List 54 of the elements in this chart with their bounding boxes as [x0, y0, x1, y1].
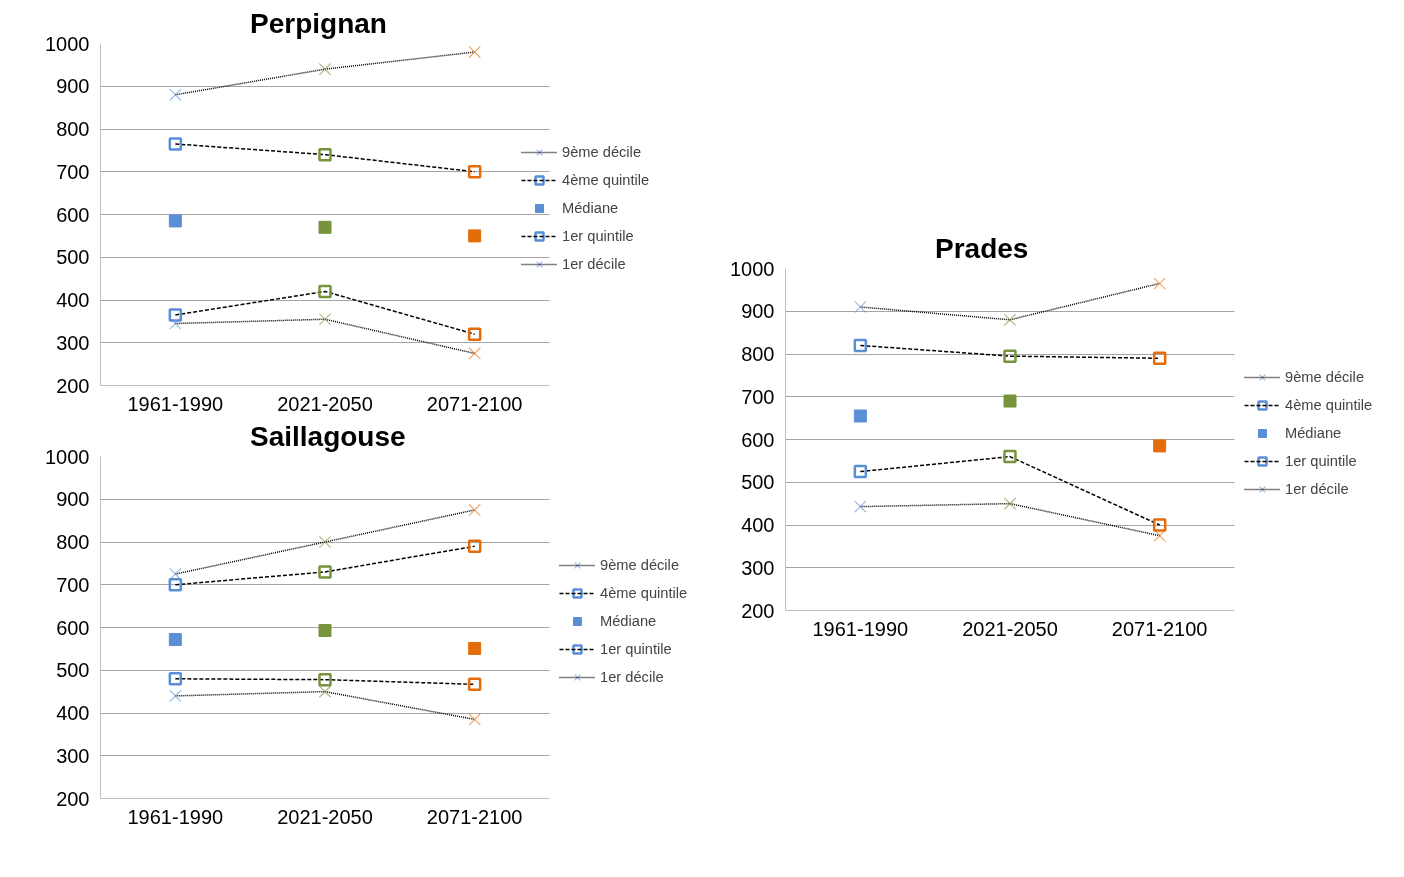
y-tick-label: 800 [56, 118, 90, 140]
y-tick-label: 400 [56, 702, 90, 724]
chart-title: Prades [935, 232, 1029, 264]
y-tick-label: 600 [741, 428, 775, 451]
y-tick-label: 700 [741, 385, 775, 408]
y-tick-label: 1000 [730, 257, 775, 280]
legend-label: 4ème quintile [562, 172, 651, 188]
legend-label: 1er quintile [1285, 453, 1358, 469]
x-tick-label: 2071-2100 [426, 392, 523, 415]
y-tick-label: 200 [741, 599, 775, 622]
x-tick-label: 2071-2100 [1111, 617, 1208, 640]
y-tick-label: 300 [741, 556, 775, 579]
y-tick-label: 400 [741, 514, 775, 536]
y-tick-label: 900 [741, 300, 775, 323]
legend-label: Médiane [562, 200, 620, 216]
y-tick-label: 500 [56, 246, 90, 269]
y-tick-label: 500 [741, 471, 775, 494]
x-tick-label: 2071-2100 [426, 805, 523, 828]
y-tick-label: 1000 [45, 32, 90, 55]
y-tick-label: 800 [56, 531, 90, 553]
y-tick-label: 600 [56, 616, 90, 639]
y-tick-label: 1000 [45, 445, 90, 468]
y-tick-label: 200 [56, 374, 90, 397]
x-tick-label: 1961-1990 [127, 805, 224, 828]
legend-label: 4ème quintile [1285, 397, 1374, 413]
legend-label: 9ème décile [600, 557, 681, 573]
y-tick-label: 900 [56, 75, 90, 98]
legend-label: 1er décile [562, 256, 627, 272]
y-tick-label: 700 [56, 573, 90, 596]
chart-title: Perpignan [250, 7, 387, 39]
chart-title: Saillagouse [250, 420, 406, 452]
y-tick-label: 800 [741, 343, 775, 365]
legend-label: 1er quintile [562, 228, 635, 244]
legend-label: 9ème décile [562, 144, 643, 160]
legend-label: 1er décile [1285, 481, 1350, 497]
legend-label: 9ème décile [1285, 369, 1366, 385]
y-tick-label: 900 [56, 488, 90, 511]
legend-label: 4ème quintile [600, 585, 689, 601]
x-tick-label: 2021-2050 [277, 805, 373, 828]
x-tick-label: 1961-1990 [127, 392, 224, 415]
y-tick-label: 300 [56, 744, 90, 767]
y-tick-label: 500 [56, 659, 90, 682]
y-tick-label: 700 [56, 160, 90, 183]
x-tick-label: 2021-2050 [277, 392, 373, 415]
legend-label: 1er quintile [600, 641, 673, 657]
x-tick-label: 2021-2050 [962, 617, 1058, 640]
x-tick-label: 1961-1990 [812, 617, 909, 640]
legend-label: 1er décile [600, 669, 665, 685]
legend-label: Médiane [1285, 425, 1343, 441]
y-tick-label: 200 [56, 787, 90, 810]
y-tick-label: 600 [56, 203, 90, 226]
y-tick-label: 400 [56, 289, 90, 311]
legend-label: Médiane [600, 613, 658, 629]
y-tick-label: 300 [56, 331, 90, 354]
